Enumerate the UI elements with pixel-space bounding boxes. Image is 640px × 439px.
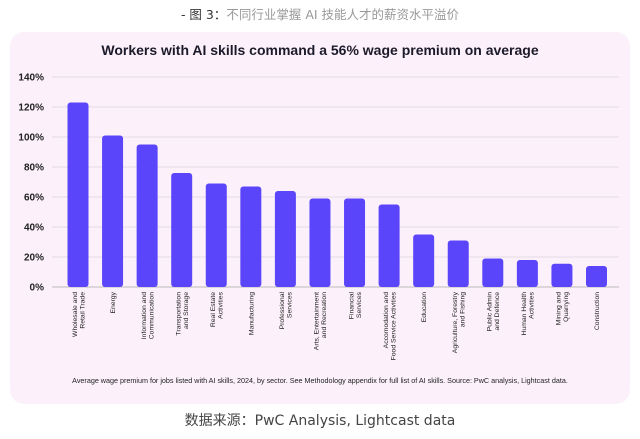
x-tick-label: Public Admin (487, 292, 494, 332)
y-tick-label: 140% (18, 73, 44, 84)
chart-note: Average wage premium for jobs listed wit… (72, 376, 568, 385)
y-tick-label: 80% (24, 163, 44, 174)
x-tick-label: and Storage (183, 292, 190, 329)
bar (447, 240, 469, 287)
y-tick-label: 20% (24, 253, 44, 264)
bar (413, 234, 435, 287)
x-tick-label: Education (421, 292, 428, 322)
x-tick-label: and Fishing (459, 292, 466, 327)
bar (482, 258, 504, 287)
y-tick-label: 120% (18, 103, 44, 114)
y-tick-label: 40% (24, 223, 44, 234)
bar (586, 266, 607, 287)
x-tick-label: Services (287, 291, 294, 318)
bar (205, 183, 227, 287)
figure-caption: - 图 3：不同行业掌握 AI 技能人才的薪资水平溢价 (0, 4, 640, 23)
x-tick-label: Professional (279, 292, 286, 330)
x-tick-label: Human Health (521, 292, 528, 336)
x-tick-label: Manufacturing (248, 292, 255, 335)
caption-prefix: - 图 3： (180, 7, 227, 22)
x-tick-label: and Recreation (321, 292, 328, 338)
x-tick-label: Real Estate (210, 292, 217, 327)
bar (102, 135, 124, 287)
bar (309, 198, 331, 287)
x-tick-label: Mining and (556, 292, 563, 325)
x-tick-label: Communication (148, 292, 155, 339)
x-tick-label: and Defence (494, 292, 501, 331)
x-tick-label: Quarrying (563, 292, 570, 322)
caption-text: 不同行业掌握 AI 技能人才的薪资水平溢价 (226, 7, 460, 22)
x-tick-label: Food Service Activities (390, 291, 397, 360)
bar (136, 144, 158, 287)
x-tick-label: Information and (141, 292, 148, 339)
y-tick-label: 0% (30, 283, 45, 294)
x-tick-label: Financial (348, 292, 355, 320)
bar (67, 102, 89, 287)
x-tick-label: Agriculture, Forestry (452, 291, 459, 353)
x-tick-label: Activities (218, 291, 225, 318)
x-tick-label: Retail Trade (79, 292, 86, 329)
bar (551, 263, 573, 287)
x-tick-label: Construction (594, 292, 601, 330)
bar (378, 204, 400, 287)
x-tick-label: Activities (529, 291, 536, 318)
y-tick-label: 60% (24, 193, 44, 204)
chart-title: Workers with AI skills command a 56% wag… (101, 42, 539, 58)
bar (274, 191, 296, 287)
bar (240, 186, 262, 287)
x-tick-label: Accomodation and (383, 292, 390, 349)
x-tick-label: Energy (110, 291, 117, 313)
bar (344, 198, 366, 287)
x-tick-label: Transportation (175, 292, 182, 336)
bar (171, 173, 193, 287)
x-tick-label: Services (356, 291, 363, 318)
x-tick-label: Arts, Entertainment (314, 292, 321, 350)
y-tick-label: 100% (18, 133, 44, 144)
bar (516, 260, 538, 287)
x-tick-label: Wholesale and (72, 292, 79, 337)
data-source: 数据来源：PwC Analysis, Lightcast data (184, 413, 456, 429)
